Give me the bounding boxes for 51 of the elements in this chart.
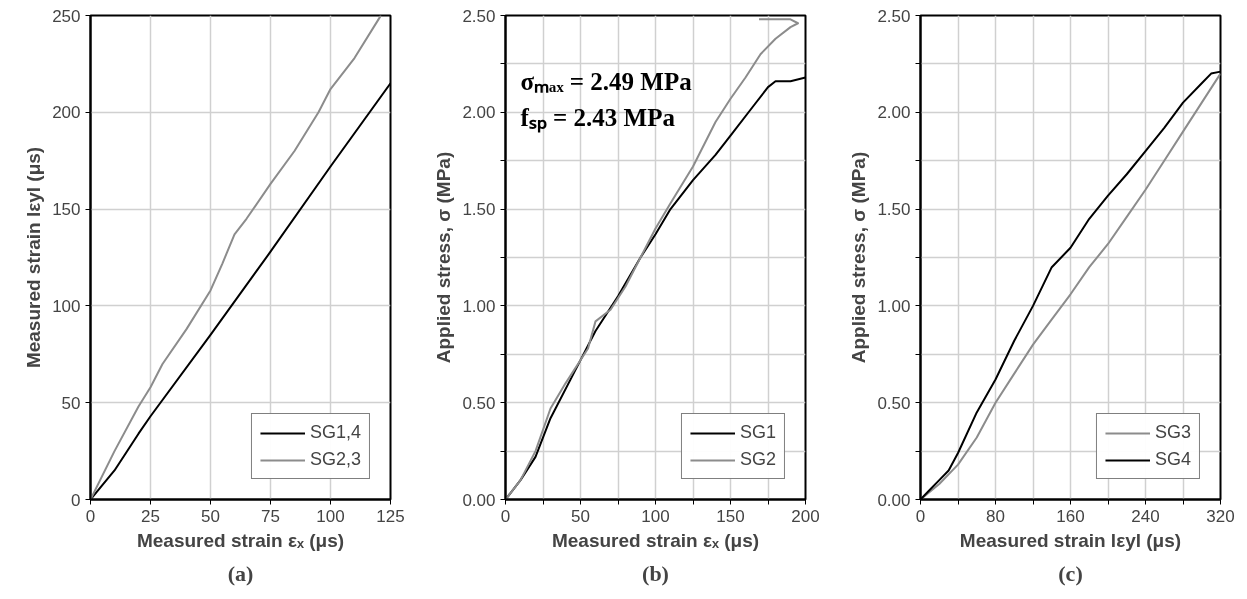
x-tick-label: 150 [716, 506, 745, 526]
legend-label: SG3 [1154, 422, 1191, 443]
annotation: fₛₚ = 2.43 MPa [520, 103, 676, 133]
text: (c) [1058, 560, 1083, 586]
x-tick-label: 0 [500, 506, 511, 526]
y-tick-label: 1.00 [462, 296, 496, 316]
y-tick-label: 2.00 [462, 103, 496, 123]
y-tick-label: 50 [61, 393, 81, 413]
x-tick-label: 240 [1131, 506, 1160, 526]
y-tick-label: 250 [52, 6, 81, 26]
y-tick-label: 2.50 [462, 6, 496, 26]
y-tick-label: 0.50 [877, 393, 911, 413]
x-tick-label: 50 [571, 506, 590, 526]
y-tick-label: 0.00 [877, 490, 911, 510]
x-tick-label: 200 [791, 506, 820, 526]
y-tick-label: 2.00 [877, 103, 911, 123]
x-axis-title: Measured strain εₓ (μs) [136, 529, 345, 551]
y-tick-label: 2.50 [877, 6, 911, 26]
x-tick-label: 160 [1056, 506, 1085, 526]
y-tick-label: 100 [52, 296, 81, 316]
x-tick-label: 25 [141, 506, 160, 526]
x-tick-label: 125 [376, 506, 405, 526]
y-tick-label: 150 [52, 200, 81, 220]
legend-label: SG1 [739, 422, 776, 443]
legend-label: SG2,3 [309, 449, 361, 470]
x-tick-label: 0 [85, 506, 96, 526]
y-tick-label: 0.50 [462, 393, 496, 413]
legend-label: SG1,4 [309, 422, 361, 443]
x-tick-label: 50 [201, 506, 220, 526]
legend-label: SG4 [1154, 449, 1191, 470]
x-tick-label: 100 [641, 506, 670, 526]
x-axis-title: Measured strain lεyl (μs) [959, 529, 1182, 551]
y-tick-label: 1.50 [462, 200, 496, 220]
annotation: σₘₐₓ = 2.49 MPa [520, 67, 693, 95]
x-tick-label: 100 [316, 506, 345, 526]
y-tick-label: 1.50 [877, 200, 911, 220]
text: (b) [642, 560, 669, 586]
y-axis-title: Applied stress, σ (MPa) [848, 151, 870, 364]
x-tick-label: 320 [1206, 506, 1235, 526]
y-tick-label: 0.00 [462, 490, 496, 510]
y-axis-title: Measured strain lεyl (μs) [23, 146, 45, 369]
y-tick-label: 200 [52, 103, 81, 123]
text: (a) [227, 560, 254, 586]
x-tick-label: 80 [986, 506, 1005, 526]
x-tick-label: 75 [261, 506, 280, 526]
x-tick-label: 0 [915, 506, 926, 526]
legend-label: SG2 [739, 449, 776, 470]
y-tick-label: 1.00 [877, 296, 911, 316]
x-axis-title: Measured strain εₓ (μs) [551, 529, 760, 551]
y-axis-title: Applied stress, σ (MPa) [433, 151, 455, 364]
y-tick-label: 0 [71, 490, 81, 510]
